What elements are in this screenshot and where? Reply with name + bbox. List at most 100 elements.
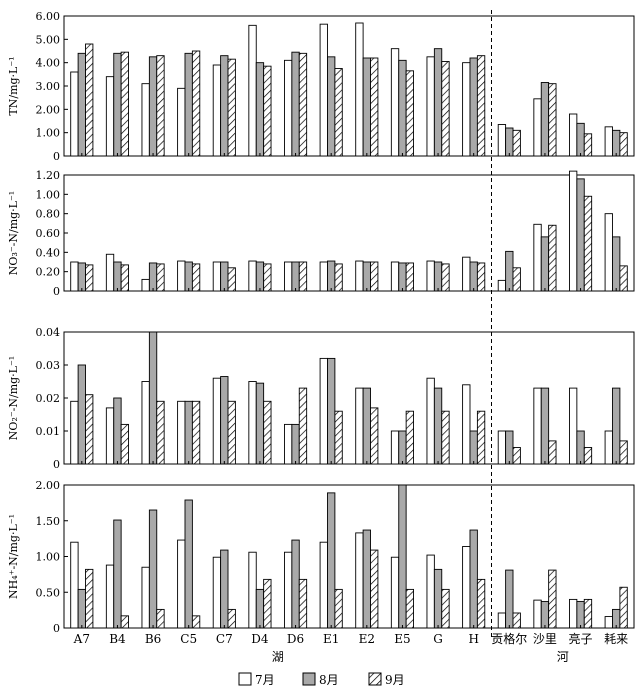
bar-9-亮子	[583, 133, 593, 157]
bar-7-B4	[105, 253, 115, 292]
y-tick-label: 0.40	[36, 246, 61, 259]
bar-9-E1	[334, 410, 343, 465]
bar-9-E2	[370, 549, 379, 629]
bar-9-A7	[85, 394, 94, 465]
bar-9-沙里	[548, 569, 557, 629]
bar-8-E5	[398, 59, 407, 157]
bar-9-B4	[120, 423, 129, 465]
legend-swatch-9	[368, 672, 382, 686]
bar-7-E2	[355, 532, 364, 629]
bar-9-C7	[227, 608, 236, 629]
y-tick-label: 0	[53, 458, 60, 471]
bar-7-沙里	[533, 599, 542, 629]
bar-9-D4	[263, 578, 272, 629]
bar-8-沙里	[540, 236, 550, 292]
bar-9-D4	[263, 400, 272, 465]
bar-9-耗来	[619, 265, 628, 292]
bar-7-A7	[70, 261, 79, 292]
panel-1: 0 1.00 2.00 3.00 4.00 5.00 6.00 TN/mg·L⁻¹	[7, 10, 635, 163]
bar-8-B6	[148, 331, 158, 465]
bar-8-H	[469, 57, 478, 157]
bar-7-C7	[212, 556, 222, 629]
bar-7-贡格尔	[497, 124, 507, 157]
bar-9-C7	[227, 267, 236, 292]
bar-7-D6	[284, 59, 293, 157]
y-tick-label: 1.00	[36, 188, 61, 201]
bar-8-G	[433, 48, 443, 157]
bar-9-C7	[227, 58, 236, 157]
y-tick-label: 0	[53, 150, 60, 163]
y-tick-label: 4.00	[36, 57, 61, 70]
bar-8-H	[469, 261, 478, 292]
bar-8-C7	[220, 261, 229, 292]
bar-9-C5	[191, 615, 201, 629]
bar-8-G	[433, 387, 443, 465]
bar-8-D4	[255, 62, 265, 157]
bar-7-E5	[390, 430, 400, 465]
x-tick-label: A7	[73, 632, 90, 646]
bar-8-亮子	[576, 601, 585, 629]
bar-9-沙里	[548, 83, 557, 157]
legend-label-8: 8月	[319, 673, 339, 687]
bar-7-H	[462, 256, 471, 292]
bar-7-D4	[248, 24, 257, 157]
y-tick-label: 0	[53, 285, 60, 298]
bar-9-C5	[191, 50, 201, 157]
bar-8-E1	[327, 357, 336, 465]
bar-8-H	[469, 529, 478, 629]
bar-9-耗来	[619, 586, 628, 629]
bar-9-B6	[156, 55, 165, 157]
y-tick-label: 0.80	[36, 208, 61, 221]
x-tick-label: E5	[394, 632, 410, 646]
bar-7-耗来	[604, 430, 613, 465]
bar-9-B6	[156, 400, 165, 465]
bar-9-C5	[191, 400, 201, 465]
bar-8-亮子	[576, 122, 585, 157]
bar-7-C7	[212, 64, 222, 157]
y-axis-label: NO₂⁻-N/mg·L⁻¹	[7, 356, 20, 440]
bar-8-D6	[291, 423, 300, 465]
bar-8-B6	[148, 509, 158, 629]
bar-9-E2	[370, 57, 379, 157]
y-tick-label: 0.03	[36, 359, 61, 372]
bar-8-D4	[255, 382, 265, 465]
bar-7-E1	[319, 261, 328, 292]
bar-7-C7	[212, 377, 222, 465]
bar-9-D6	[298, 578, 308, 629]
legend-swatch-8	[302, 672, 316, 686]
bar-7-E1	[319, 541, 328, 629]
bar-7-G	[426, 554, 435, 629]
bar-7-E2	[355, 260, 364, 292]
bar-9-B4	[120, 615, 129, 629]
legend-label-9: 9月	[385, 673, 405, 687]
x-tick-label: D4	[251, 632, 269, 646]
bar-9-C5	[191, 263, 201, 292]
bar-9-D6	[298, 261, 308, 292]
bar-7-A7	[70, 400, 79, 465]
bar-9-贡格尔	[512, 612, 521, 629]
bar-8-B6	[148, 56, 158, 157]
bar-8-沙里	[540, 82, 550, 157]
bar-7-贡格尔	[497, 430, 507, 465]
bar-8-亮子	[576, 430, 585, 465]
bar-9-E5	[405, 262, 414, 292]
bar-8-E2	[362, 387, 371, 465]
bar-8-A7	[77, 588, 86, 629]
bar-7-D6	[284, 551, 293, 629]
bar-7-E5	[390, 48, 400, 157]
bar-8-D6	[291, 261, 300, 292]
bar-9-贡格尔	[512, 267, 521, 292]
bar-7-D4	[248, 260, 257, 292]
bar-9-B6	[156, 263, 165, 292]
bar-7-耗来	[604, 616, 613, 629]
bar-8-亮子	[576, 178, 585, 292]
bar-9-H	[476, 578, 486, 629]
bar-7-E5	[390, 261, 400, 292]
bar-8-耗来	[612, 387, 621, 465]
bar-7-A7	[70, 71, 79, 157]
bar-9-E2	[370, 407, 379, 465]
bar-8-B4	[113, 261, 122, 292]
y-tick-label: 1.50	[36, 515, 61, 528]
y-tick-label: 5.00	[36, 33, 61, 46]
